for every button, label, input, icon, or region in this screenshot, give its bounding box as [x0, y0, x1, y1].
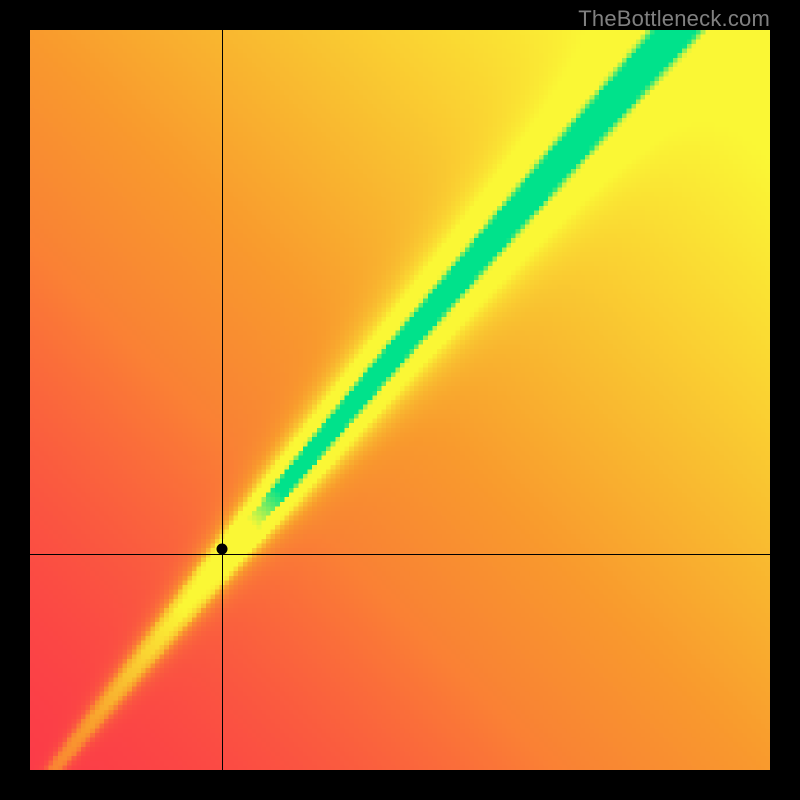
crosshair-vertical: [222, 30, 223, 770]
crosshair-horizontal: [30, 554, 770, 555]
plot-area: [30, 30, 770, 770]
heatmap-canvas: [30, 30, 770, 770]
chart-frame: TheBottleneck.com: [0, 0, 800, 800]
data-point-marker: [217, 543, 228, 554]
watermark-text: TheBottleneck.com: [578, 6, 770, 32]
